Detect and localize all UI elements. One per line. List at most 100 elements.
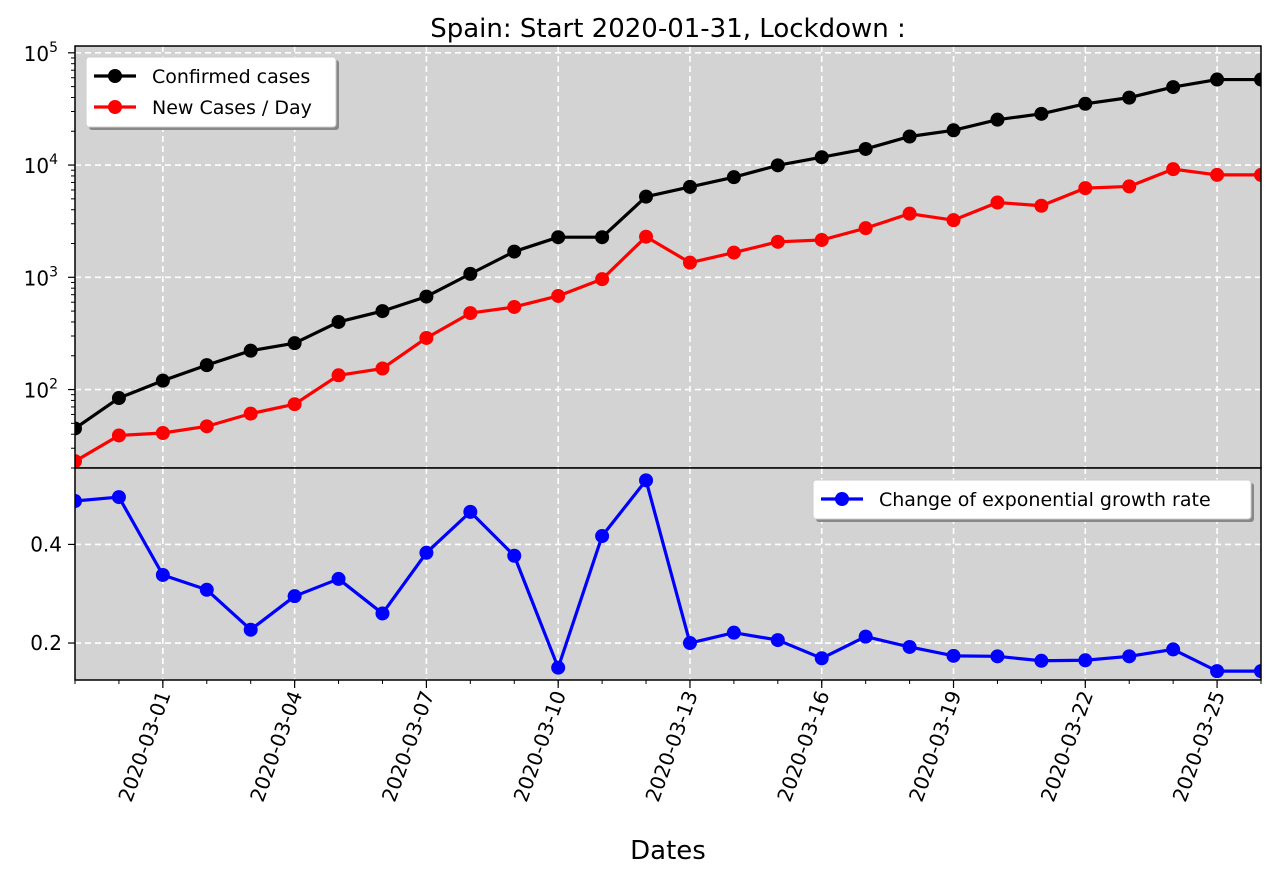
confirmed-cases-point (75, 421, 82, 436)
confirmed-cases-point (902, 129, 917, 144)
growth-rate-point (243, 622, 258, 637)
growth-rate-point (75, 494, 82, 509)
new-cases-point (990, 195, 1005, 210)
confirmed-cases-point (155, 373, 170, 388)
new-cases-point (551, 288, 566, 303)
growth-rate-point (375, 606, 390, 621)
confirmed-cases-point (1166, 80, 1181, 95)
growth-rate-point (1122, 649, 1137, 664)
confirmed-cases-point (1122, 90, 1137, 105)
bottom-panel: 0.2 0.4 2020-03-01 2020-03-04 2020-03-07 2020… (30, 467, 1262, 805)
top-legend-swatch-marker (108, 69, 122, 83)
new-cases-line (75, 167, 1261, 463)
growth-rate-point (726, 625, 741, 640)
growth-rate-point (551, 660, 566, 675)
growth-rate-line (75, 478, 1261, 673)
growth-rate-point (155, 567, 170, 582)
confirmed-cases-point (770, 158, 785, 173)
confirmed-cases-point (639, 189, 654, 204)
confirmed-cases-point (331, 314, 346, 329)
new-cases-point (155, 426, 170, 441)
top-legend-swatch-marker (108, 100, 122, 114)
new-cases-point (75, 454, 82, 468)
confirmed-cases-point (243, 343, 258, 358)
bottom-frame (74, 467, 1262, 681)
bottom-y-tick-label: 0.4 (30, 532, 62, 556)
growth-rate-point (1210, 664, 1225, 679)
confirmed-cases-point (990, 112, 1005, 127)
new-cases-point (243, 406, 258, 421)
growth-rate-point (902, 639, 917, 654)
x-tick-label: 2020-03-01 (113, 688, 175, 805)
new-cases-point (1210, 167, 1225, 182)
new-cases-point (287, 397, 302, 412)
top-panel: 102 103 104 105 Confirmed cases New Cases / D… (24, 40, 1262, 469)
new-cases-point (375, 361, 390, 376)
new-cases-point (595, 272, 610, 287)
top-legend-label: Confirmed cases (152, 66, 310, 88)
top-y-tick-label: 104 (24, 152, 58, 178)
confirmed-cases-point (111, 391, 126, 406)
new-cases-point (1254, 167, 1261, 182)
confirmed-cases-point (858, 141, 873, 156)
new-cases-point (1034, 198, 1049, 213)
bottom-legend-box (812, 479, 1252, 520)
x-tick-label: 2020-03-10 (509, 688, 571, 805)
growth-rate-point (1166, 642, 1181, 657)
x-axis-label: Dates (630, 836, 706, 866)
new-cases-point (814, 232, 829, 247)
confirmed-cases-point (551, 230, 566, 245)
x-tick-label: 2020-03-19 (904, 688, 966, 805)
x-tick-label: 2020-03-07 (377, 688, 439, 805)
confirmed-cases-point (726, 170, 741, 185)
growth-rate-point (287, 589, 302, 604)
new-cases-point (1122, 179, 1137, 194)
new-cases-point (902, 206, 917, 221)
confirmed-cases-point (199, 358, 214, 373)
confirmed-cases-point (419, 289, 434, 304)
growth-rate-point (111, 490, 126, 505)
x-tick-label: 2020-03-25 (1167, 688, 1229, 805)
growth-rate-point (639, 473, 654, 488)
new-cases-point (639, 229, 654, 244)
new-cases-point (858, 221, 873, 236)
new-cases-point (682, 255, 697, 270)
growth-rate-point (682, 636, 697, 651)
confirmed-cases-point (1078, 96, 1093, 111)
growth-rate-point (419, 545, 434, 560)
growth-rate-point (463, 504, 478, 519)
top-legend-label: New Cases / Day (152, 97, 312, 119)
growth-rate-point (814, 651, 829, 666)
new-cases-point (726, 245, 741, 260)
growth-rate-point (858, 629, 873, 644)
top-y-tick-label: 103 (24, 264, 58, 290)
confirmed-cases-point (682, 179, 697, 194)
growth-rate-point (1078, 653, 1093, 668)
chart-title: Spain: Start 2020-01-31, Lockdown : (430, 14, 906, 44)
new-cases-point (111, 428, 126, 443)
top-series-group (75, 72, 1261, 468)
new-cases-point (1078, 181, 1093, 196)
x-tick-label: 2020-03-16 (772, 688, 834, 805)
confirmed-cases-line (75, 77, 1261, 430)
top-y-tick-label: 102 (24, 377, 58, 403)
confirmed-cases-point (287, 336, 302, 351)
confirmed-cases-point (1254, 72, 1261, 87)
top-legend-box (85, 56, 337, 128)
confirmed-cases-point (814, 150, 829, 165)
growth-rate-point (990, 649, 1005, 664)
growth-rate-point (595, 529, 610, 544)
bottom-y-tick-label: 0.2 (30, 631, 62, 655)
new-cases-point (199, 419, 214, 434)
growth-rate-point (1034, 653, 1049, 668)
growth-rate-point (507, 548, 522, 563)
confirmed-cases-point (595, 230, 610, 245)
growth-rate-point (331, 571, 346, 586)
new-cases-point (419, 330, 434, 345)
new-cases-point (507, 299, 522, 314)
confirmed-cases-point (1034, 106, 1049, 121)
confirmed-cases-point (463, 266, 478, 281)
bottom-series-group (75, 473, 1261, 679)
new-cases-point (331, 368, 346, 383)
